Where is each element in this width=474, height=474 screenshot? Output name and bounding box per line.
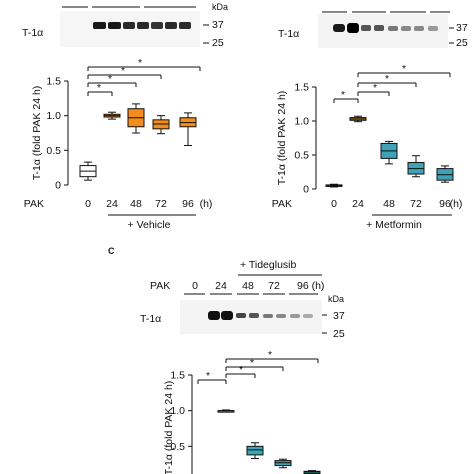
group-label: + Metformin	[366, 219, 422, 231]
band-label: T-1α	[22, 27, 43, 39]
treatment-label: + Tideglusib	[240, 259, 296, 271]
blot-a: T-1α kDa 37 25	[22, 2, 228, 49]
x-tick-label: 24	[106, 198, 118, 210]
pak-label: PAK	[272, 198, 292, 210]
y-axis-label: T-1α (fold PAK 24 h)	[163, 381, 175, 474]
x-tick-label: 48	[383, 198, 395, 210]
sig-star: *	[250, 357, 254, 369]
marker-37: 37	[456, 22, 468, 34]
blot-band	[249, 313, 259, 318]
y-axis-label: T-1α (fold PAK 24 h)	[276, 91, 288, 186]
x-tick-label: 0	[331, 198, 337, 210]
chart-metformin: 0 0.5 1.0 1.5 T-1α (fold PAK 24 h) * * * * PAK 0 24…	[272, 63, 463, 231]
blot-band	[208, 311, 220, 320]
x-tick-label: 0	[85, 198, 91, 210]
sig-star: *	[97, 82, 101, 94]
blot-band	[179, 22, 191, 29]
blot-band	[137, 22, 149, 29]
sig-star: *	[341, 89, 345, 101]
blot-band	[388, 26, 398, 31]
y-tick-label: 0	[55, 180, 61, 192]
y-tick-label: 0.5	[46, 145, 61, 157]
lane-label: 72	[268, 280, 280, 292]
x-tick-label: 48	[130, 198, 142, 210]
blot-band	[374, 25, 384, 31]
lane-label: 96 (h)	[297, 280, 324, 292]
sig-star: *	[385, 73, 389, 85]
blot-band	[428, 26, 438, 31]
band-label: T-1α	[278, 28, 299, 40]
kda-label: kDa	[328, 294, 344, 304]
marker-37: 37	[333, 310, 345, 322]
y-axis-label: T-1α (fold PAK 24 h)	[31, 86, 43, 181]
sig-star: *	[206, 370, 210, 382]
x-tick-label: (h)	[200, 198, 213, 210]
x-tick-label: 96	[182, 198, 194, 210]
sig-star: *	[268, 349, 272, 361]
y-tick-label: 0.5	[294, 150, 309, 162]
x-tick-label: (h)	[450, 198, 463, 210]
sig-star: *	[239, 364, 243, 376]
blot-band	[123, 22, 135, 29]
y-tick-label: 1.5	[46, 76, 61, 88]
lane-label: 48	[242, 280, 254, 292]
blot-band	[401, 26, 411, 31]
chart-vehicle: 0 0.5 1.0 1.5T-1α (fold PAK 24 h) * * * * PAK 0 24…	[24, 57, 213, 231]
x-tick-label: 72	[410, 198, 422, 210]
sig-star: *	[138, 57, 142, 69]
sig-star: *	[121, 65, 125, 77]
x-tick-label: 24	[352, 198, 364, 210]
blot-band	[333, 24, 345, 32]
lane-label: 24	[215, 280, 227, 292]
blot-band	[108, 22, 121, 29]
chart-tideglusib: 0.5 1.0 1.5T-1α (fold PAK 24 h) * * * *	[163, 349, 321, 474]
pak-label: PAK	[24, 198, 44, 210]
y-tick-label: 1.0	[46, 110, 61, 122]
sig-star: *	[402, 63, 406, 75]
pak-label: PAK	[150, 280, 170, 292]
y-tick-label: 0	[303, 184, 309, 196]
marker-37: 37	[212, 19, 224, 31]
y-tick-label: 1.5	[170, 370, 185, 382]
blot-band	[414, 26, 424, 31]
marker-25: 25	[456, 37, 468, 49]
marker-25: 25	[333, 328, 345, 340]
blot-band	[361, 25, 371, 31]
blot-band	[276, 314, 286, 318]
x-tick-label: 72	[155, 198, 167, 210]
x-tick-label: 96	[439, 198, 451, 210]
blot-band	[347, 23, 359, 33]
band-label: T-1α	[140, 313, 161, 325]
kda-label: kDa	[212, 2, 228, 12]
y-tick-label: 1.0	[294, 116, 309, 128]
y-tick-label: 0.5	[170, 441, 185, 453]
blot-band	[290, 314, 300, 318]
y-tick-label: 1.5	[294, 82, 309, 94]
y-tick-label: 1.0	[170, 405, 185, 417]
marker-25: 25	[212, 37, 224, 49]
panel-letter: C	[108, 246, 115, 256]
blot-band	[221, 311, 233, 320]
blot-band	[93, 22, 106, 29]
blot-band	[263, 314, 273, 318]
box	[246, 445, 264, 456]
blot-c: C + Tideglusib PAK 0 24 48 72 96 (h) kDa…	[108, 246, 345, 340]
group-label: + Vehicle	[128, 219, 171, 231]
blot-band	[151, 22, 163, 29]
blot-b: T-1α 37 25	[278, 11, 468, 49]
sig-star: *	[373, 82, 377, 94]
blot-band	[236, 313, 246, 318]
sig-star: *	[108, 73, 112, 85]
lane-label: 0	[192, 280, 198, 292]
blot-band	[303, 314, 313, 318]
blot-band	[165, 22, 177, 29]
